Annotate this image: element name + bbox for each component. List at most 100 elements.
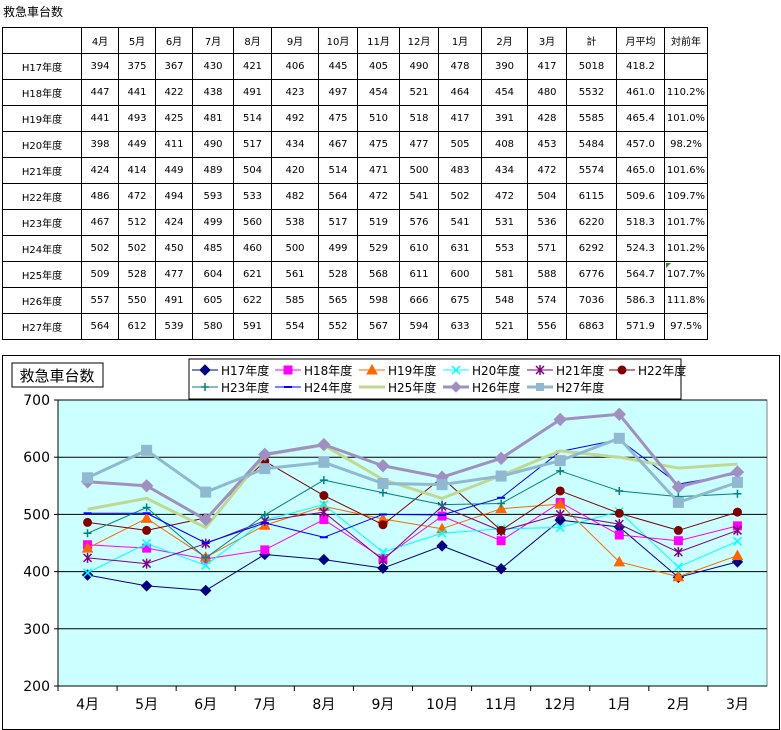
table-cell: 605 <box>192 287 234 314</box>
x-tick-label: 5月 <box>135 697 158 713</box>
series-line <box>87 460 738 531</box>
table-cell: 471 <box>357 157 400 184</box>
table-cell: 510 <box>357 105 400 132</box>
legend-marker <box>535 365 545 375</box>
table-header-cell: 6月 <box>155 27 193 54</box>
series-line <box>87 503 738 578</box>
table-cell: 465.4 <box>616 105 665 132</box>
table-cell: 489 <box>192 157 234 184</box>
table-cell: 564.7 <box>616 261 665 288</box>
data-point <box>614 530 624 540</box>
data-point <box>82 472 94 484</box>
x-tick-label: 9月 <box>371 697 394 713</box>
table-header-cell: 9月 <box>271 27 319 54</box>
y-tick-label: 300 <box>23 622 50 638</box>
data-point <box>142 503 151 512</box>
table-header-cell: 8月 <box>233 27 272 54</box>
table-cell: 621 <box>233 261 272 288</box>
data-point <box>199 512 213 527</box>
table-cell: 449 <box>155 157 193 184</box>
table-header-cell: 11月 <box>357 27 400 54</box>
row-label: H26年度 <box>2 287 82 314</box>
y-tick-label: 700 <box>23 393 50 409</box>
table-cell: 425 <box>155 105 193 132</box>
table-cell: 423 <box>271 79 319 106</box>
table-cell: 598 <box>357 287 400 314</box>
table-cell: 588 <box>527 261 567 288</box>
table-cell: 541 <box>438 209 482 236</box>
table-cell: 5532 <box>566 79 617 106</box>
data-point <box>319 476 328 485</box>
data-point <box>377 478 389 490</box>
table-cell: 478 <box>438 53 482 80</box>
table-cell: 539 <box>155 313 193 340</box>
table-cell: 497 <box>318 79 358 106</box>
table-cell: 472 <box>357 183 400 210</box>
table-cell: 391 <box>481 105 528 132</box>
legend-box <box>188 358 682 400</box>
table-header-cell: 7月 <box>192 27 234 54</box>
table-cell: 486 <box>81 183 119 210</box>
data-point <box>732 507 742 517</box>
legend-marker <box>451 365 461 375</box>
x-tick-label: 4月 <box>76 697 99 713</box>
data-point <box>732 536 742 546</box>
data-point <box>319 507 329 518</box>
table-cell: 490 <box>192 131 234 158</box>
table-cell: 561 <box>271 261 319 288</box>
table-row: H27年度 564 612 539 580 591 554 552 567 594 633 521 55… <box>2 313 708 340</box>
table-cell: 109.7% <box>664 183 708 210</box>
table-cell: 571.9 <box>616 313 665 340</box>
data-point <box>495 502 507 514</box>
legend-label: H26年度 <box>472 380 520 395</box>
table-cell: 406 <box>271 53 319 80</box>
table-cell: 565 <box>318 287 358 314</box>
table-cell: 7036 <box>566 287 617 314</box>
legend-label: H17年度 <box>221 363 269 378</box>
table-cell: 517 <box>318 209 358 236</box>
data-point <box>436 540 448 552</box>
table-cell: 390 <box>481 53 528 80</box>
legend-label: H24年度 <box>304 380 352 395</box>
table-cell: 417 <box>527 53 567 80</box>
table-cell: 504 <box>527 183 567 210</box>
table-cell: 420 <box>271 157 319 184</box>
table-cell: 467 <box>81 209 119 236</box>
data-point <box>732 525 742 536</box>
table-cell: 107.7% <box>664 261 708 288</box>
line-chart: 200 300 400 500 600 700 4月 5月 6月 7月 8月 9月 10月 11月 12月 1… <box>11 358 768 713</box>
row-label: H18年度 <box>2 79 82 106</box>
table-cell: 504 <box>233 157 272 184</box>
table-cell: 454 <box>481 79 528 106</box>
table-cell: 576 <box>399 209 439 236</box>
data-point <box>319 491 329 501</box>
legend-label: H23年度 <box>221 380 269 395</box>
data-point <box>555 486 565 496</box>
data-point <box>201 560 211 570</box>
legend-label: H25年度 <box>388 380 436 395</box>
series-line <box>87 504 738 574</box>
table-cell: 564 <box>81 313 119 340</box>
table-cell: 502 <box>438 183 482 210</box>
x-tick-label: 6月 <box>194 697 217 713</box>
table-cell: 494 <box>155 183 193 210</box>
table-header-cell <box>2 27 82 54</box>
data-point <box>673 536 683 546</box>
table-cell: 574 <box>527 287 567 314</box>
table-cell: 564 <box>318 183 358 210</box>
table-cell: 441 <box>81 105 119 132</box>
table-cell: 434 <box>481 157 528 184</box>
data-point <box>553 412 567 427</box>
table-cell: 604 <box>192 261 234 288</box>
data-point <box>142 525 152 535</box>
row-label: H21年度 <box>2 157 82 184</box>
data-point <box>556 466 565 475</box>
x-tick-label: 7月 <box>253 697 276 713</box>
table-cell: 472 <box>527 157 567 184</box>
table-cell: 533 <box>233 183 272 210</box>
data-point <box>83 568 93 578</box>
table-row: H19年度 441 493 425 481 514 492 475 510 518 417 391 42… <box>2 105 708 132</box>
data-point <box>673 562 683 572</box>
table-cell: 631 <box>438 235 482 262</box>
table-row: H25年度 509 528 477 604 621 561 528 568 611 600 581 58… <box>2 261 708 288</box>
